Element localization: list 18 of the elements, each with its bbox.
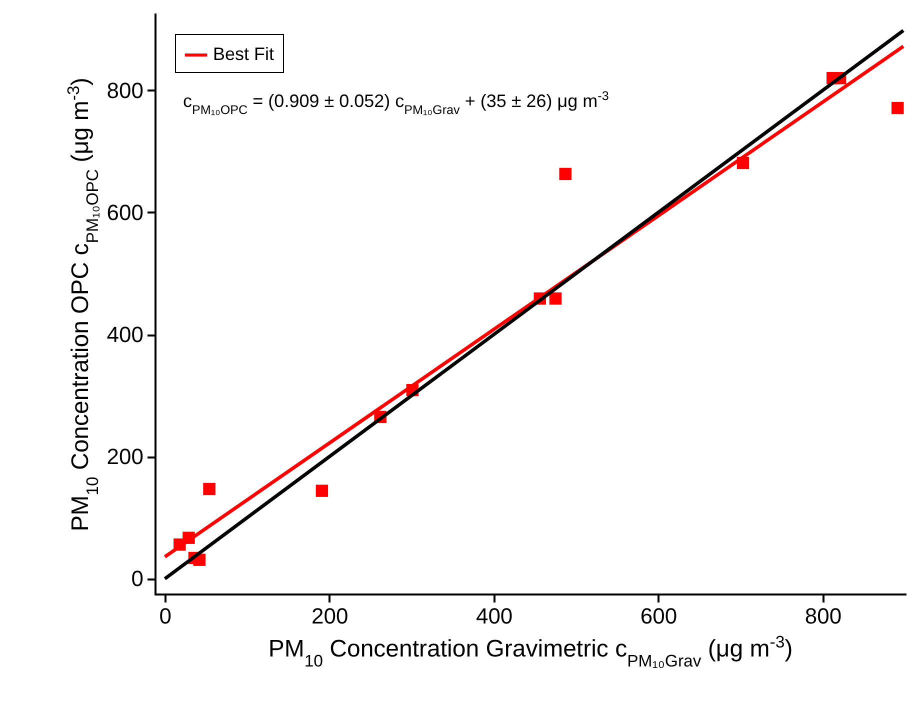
y-tick-label: 200 [106,444,144,470]
y-tick-label: 800 [106,78,144,103]
point [203,482,216,496]
x-tick-label: 0 [159,604,172,628]
point [891,102,904,114]
x-tick-label: 200 [311,604,348,628]
point [549,292,562,305]
y-tick-label: 400 [106,322,144,348]
x-tick-label: 600 [640,604,678,628]
y-tick-label: 0 [131,566,144,592]
x-tick-label: 400 [476,604,513,628]
x-tick-label: 800 [804,604,842,628]
x-axis-title: PM$_{10}$ Concentration Gravimetric c$_{PM₁₀Grav}$ (μg m$^{-3}$) [268,632,793,670]
legend-label: Best Fit [213,44,274,64]
point [559,168,572,180]
annotation: c$_{PM₁₀OPC}$ = (0.909 ± 0.052) c$_{PM₁₀Grav}$ + (35 ± 26) μg m$^{-3}$ [183,89,609,117]
point [316,484,328,497]
y-tick-label: 600 [106,200,144,225]
